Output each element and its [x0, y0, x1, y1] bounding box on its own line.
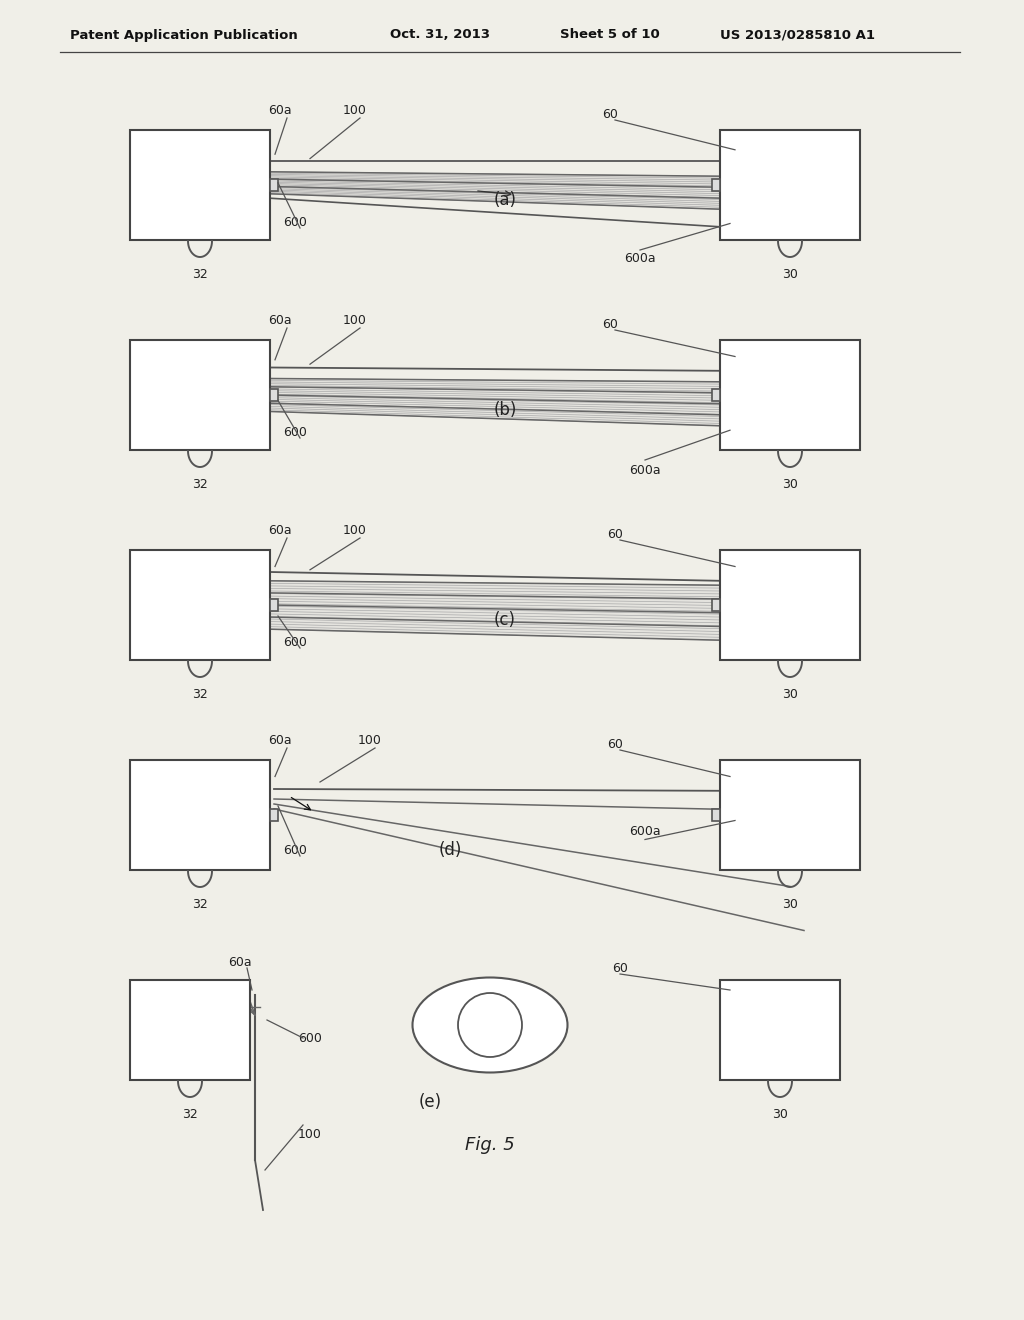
Text: (a): (a): [494, 191, 516, 209]
Bar: [720, 341, 860, 450]
Circle shape: [458, 993, 522, 1057]
Text: 60a: 60a: [268, 103, 292, 116]
Bar: [270, 180, 278, 191]
Text: Oct. 31, 2013: Oct. 31, 2013: [390, 29, 490, 41]
Text: 30: 30: [782, 268, 798, 281]
Text: (d): (d): [438, 841, 462, 859]
Text: 32: 32: [193, 689, 208, 701]
Text: 30: 30: [782, 689, 798, 701]
Text: 100: 100: [358, 734, 382, 747]
Text: 30: 30: [782, 479, 798, 491]
Text: 60a: 60a: [268, 734, 292, 747]
Text: (e): (e): [419, 1093, 441, 1111]
Bar: [130, 129, 270, 240]
Text: 60a: 60a: [228, 956, 252, 969]
Text: 60: 60: [602, 108, 617, 121]
Text: 32: 32: [193, 899, 208, 912]
Bar: [130, 760, 270, 870]
Bar: [720, 129, 860, 240]
Text: 600a: 600a: [625, 252, 655, 264]
Text: 100: 100: [298, 1129, 322, 1142]
Text: (b): (b): [494, 401, 517, 418]
Text: 600a: 600a: [629, 463, 660, 477]
Text: 32: 32: [193, 479, 208, 491]
Bar: [720, 979, 840, 1080]
Bar: [130, 341, 270, 450]
Text: 32: 32: [182, 1109, 198, 1122]
Bar: [270, 389, 278, 401]
Text: 600: 600: [283, 215, 307, 228]
Polygon shape: [270, 172, 720, 209]
Text: 60a: 60a: [268, 314, 292, 326]
Bar: [712, 599, 720, 611]
Text: 600a: 600a: [629, 825, 660, 838]
Bar: [270, 599, 278, 611]
Polygon shape: [270, 379, 720, 426]
Text: 100: 100: [343, 524, 367, 536]
Text: 60: 60: [607, 528, 623, 541]
Bar: [720, 760, 860, 870]
Text: 32: 32: [193, 268, 208, 281]
Text: 600: 600: [298, 1031, 322, 1044]
Text: (c): (c): [494, 611, 516, 630]
Bar: [712, 389, 720, 401]
Text: Patent Application Publication: Patent Application Publication: [70, 29, 298, 41]
Text: 60: 60: [602, 318, 617, 331]
Text: 600: 600: [283, 425, 307, 438]
Bar: [130, 550, 270, 660]
Text: Sheet 5 of 10: Sheet 5 of 10: [560, 29, 659, 41]
Bar: [712, 180, 720, 191]
Text: Fig. 5: Fig. 5: [465, 1137, 515, 1154]
Text: 600: 600: [283, 843, 307, 857]
Text: 600: 600: [283, 635, 307, 648]
Bar: [130, 979, 250, 1080]
Text: 60a: 60a: [268, 524, 292, 536]
Text: 60: 60: [607, 738, 623, 751]
Bar: [270, 809, 278, 821]
Polygon shape: [270, 581, 720, 640]
Text: 30: 30: [782, 899, 798, 912]
Text: 60: 60: [612, 961, 628, 974]
Text: 100: 100: [343, 314, 367, 326]
Text: 30: 30: [772, 1109, 787, 1122]
Bar: [720, 550, 860, 660]
Bar: [712, 809, 720, 821]
Text: US 2013/0285810 A1: US 2013/0285810 A1: [720, 29, 874, 41]
Ellipse shape: [413, 978, 567, 1072]
Text: 100: 100: [343, 103, 367, 116]
